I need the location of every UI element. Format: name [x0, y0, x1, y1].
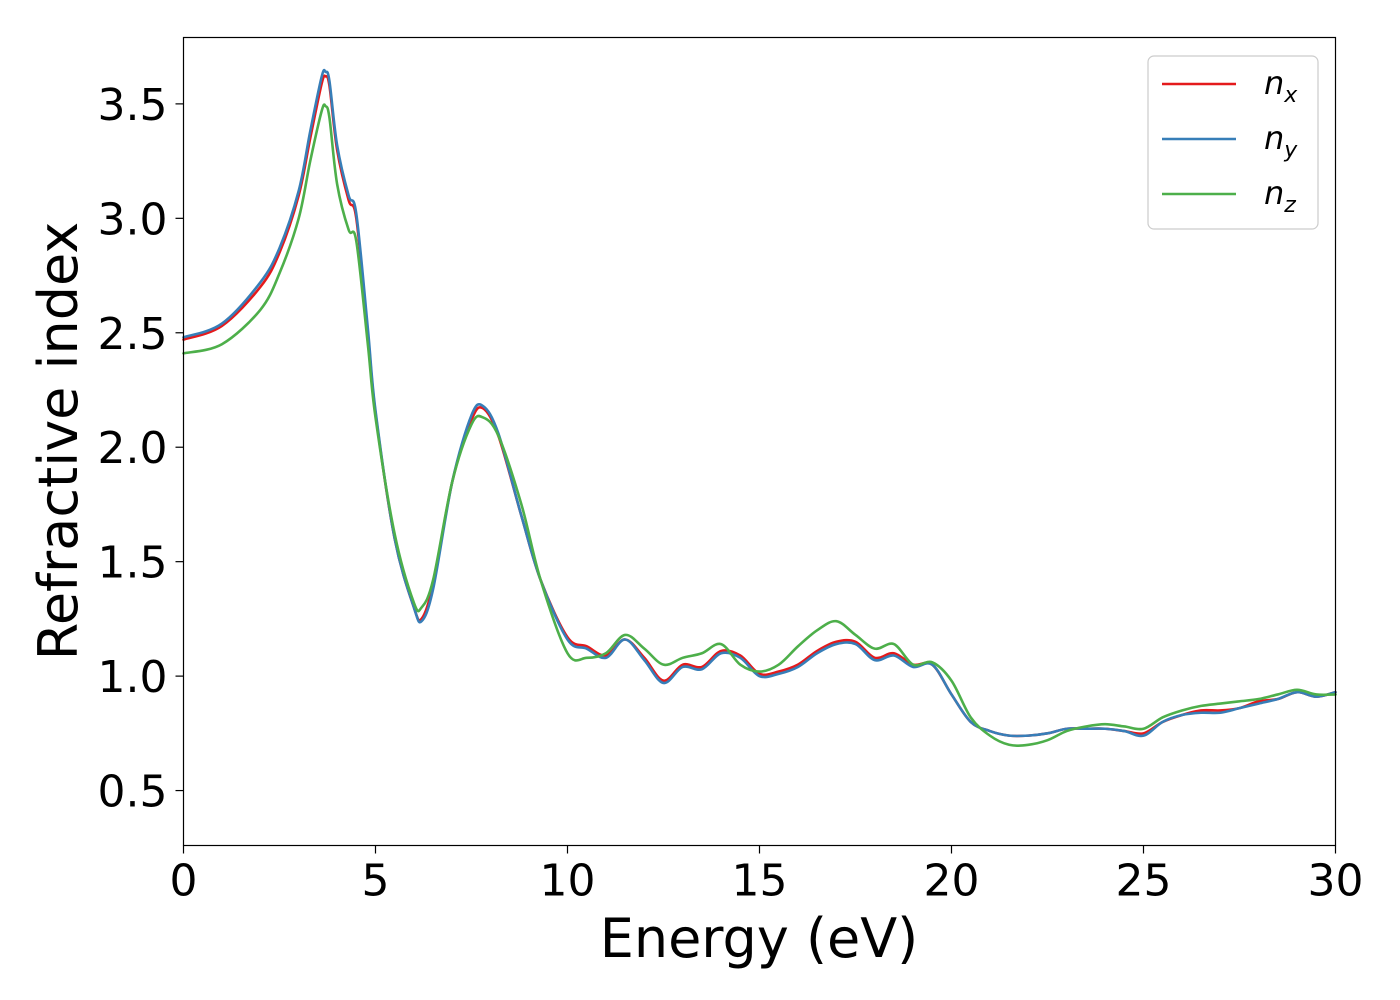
- legend-label-base: n: [1264, 64, 1284, 102]
- y-tick-label: 1.5: [98, 538, 168, 589]
- x-tick-label: 20: [924, 856, 980, 907]
- y-tick-label: 2.0: [98, 423, 168, 474]
- y-tick-label: 0.5: [98, 767, 168, 818]
- legend-label-subscript: y: [1283, 138, 1298, 163]
- legend-label-ny: ny: [1264, 119, 1298, 163]
- x-tick-label: 15: [732, 856, 788, 907]
- legend-label-base: n: [1264, 174, 1284, 212]
- legend-label-base: n: [1264, 119, 1284, 157]
- legend-label-nz: nz: [1264, 174, 1296, 218]
- y-tick-label: 1.0: [98, 652, 168, 703]
- series-line-nz: [182, 103, 1337, 747]
- legend-label-nx: nx: [1264, 64, 1298, 108]
- legend-box: [1147, 55, 1319, 230]
- y-tick-label: 3.5: [98, 80, 168, 131]
- x-tick-label: 30: [1308, 856, 1364, 907]
- x-tick-label: 10: [540, 856, 596, 907]
- x-tick-label: 0: [170, 856, 198, 907]
- x-axis-label: Energy (eV): [600, 907, 919, 970]
- y-tick-label: 2.5: [98, 309, 168, 360]
- series-layer: [182, 68, 1337, 747]
- y-tick-label: 3.0: [98, 194, 168, 245]
- x-tick-label: 5: [362, 856, 390, 907]
- legend-label-subscript: x: [1283, 83, 1298, 108]
- series-line-ny: [182, 68, 1337, 738]
- legend-label-subscript: z: [1283, 193, 1296, 218]
- y-axis-label: Refractive index: [27, 222, 90, 661]
- ticks-layer: 0 5 10 15 20 25 30 0.5 1.0 1.5 2.0 2.5 3.0 3.5: [98, 80, 1364, 907]
- x-tick-label: 25: [1116, 856, 1172, 907]
